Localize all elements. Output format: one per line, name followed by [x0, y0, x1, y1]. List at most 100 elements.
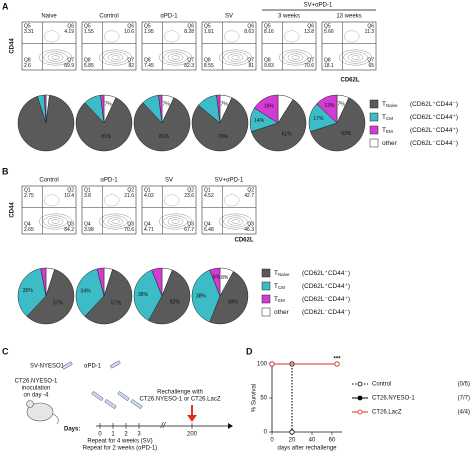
- pie-label: 34%: [81, 289, 92, 295]
- legend-subscript: Naive: [386, 103, 398, 108]
- quadrant-name: Q3: [67, 221, 74, 227]
- x-tick-label: 60: [329, 438, 336, 444]
- pie-label: 17%: [313, 116, 324, 122]
- legend-label: CT26.NYESO-1: [372, 396, 415, 402]
- y-tick-label: 0: [264, 430, 268, 436]
- pie-slice: [100, 94, 105, 124]
- contour: [103, 215, 128, 228]
- pie-label: 14%: [254, 118, 265, 124]
- plot-frame: [21, 21, 77, 71]
- legend-swatch: [369, 125, 379, 135]
- quadrant-value: 23.6: [184, 193, 194, 199]
- legend-symbol: T: [382, 114, 386, 121]
- quadrant-name: Q4: [144, 221, 151, 227]
- quadrant-name: Q8: [264, 57, 271, 63]
- quadrant-name: Q3: [127, 221, 134, 227]
- plot-frame: [321, 21, 377, 71]
- drug-label: αPD-1: [84, 364, 102, 370]
- plot-frame: [201, 21, 257, 71]
- contour: [39, 49, 72, 66]
- pie-label: 57%: [53, 300, 64, 306]
- legend-swatch: [369, 112, 379, 122]
- pie-label: 7%: [338, 102, 346, 108]
- pie-label: 7%: [163, 102, 171, 108]
- rechallenge-text: CT26.NYESO-1 or CT26.LacZ: [139, 397, 220, 403]
- pie-label: 48%: [228, 299, 239, 305]
- quadrant-value: 2.65: [24, 227, 34, 233]
- contour: [347, 53, 364, 62]
- legend-phenotype: (CD62L⁻CD44⁻): [302, 309, 350, 316]
- flow-plot: [81, 185, 137, 235]
- quadrant-value: 3.31: [24, 29, 34, 35]
- quadrant-value: 10.4: [64, 193, 74, 199]
- legend-marker: [357, 395, 363, 401]
- pie-slice: [96, 267, 105, 297]
- legend-symbol: T: [274, 270, 278, 277]
- quadrant-name: Q5: [264, 23, 271, 29]
- quadrant-value: 8.28: [184, 29, 194, 35]
- x-tick-label: 40: [309, 438, 316, 444]
- pie-slice: [17, 94, 75, 152]
- quadrant-value: 3.8: [84, 193, 91, 199]
- legend-symbol: T: [382, 127, 386, 134]
- y-axis-label: % Survival: [252, 384, 258, 412]
- quadrant-value: 1.95: [144, 29, 154, 35]
- flow-plot: [141, 185, 197, 235]
- pie-slice: [191, 97, 249, 152]
- quadrant-value: 65: [368, 63, 374, 69]
- quadrant-name: Q3: [247, 221, 254, 227]
- contour: [43, 51, 68, 64]
- quadrant-name: Q5: [144, 23, 151, 29]
- quadrant-value: 82: [128, 63, 134, 69]
- survival-point: [269, 361, 275, 367]
- legend-symbol: T: [274, 283, 278, 290]
- legend-symbol: other: [382, 140, 398, 147]
- legend-swatch: [369, 138, 379, 148]
- days-label: Days:: [64, 427, 80, 433]
- survival-line: [272, 363, 293, 432]
- mouse-tail: [52, 413, 59, 425]
- quadrant-name: Q2: [67, 187, 74, 193]
- quadrant-value: 5.85: [84, 63, 94, 69]
- flow-plot: [81, 21, 137, 71]
- legend-subscript: CM: [278, 285, 285, 290]
- contour: [231, 55, 240, 60]
- contour: [227, 53, 244, 62]
- contour: [51, 219, 60, 224]
- pie-label: 52%: [170, 299, 181, 305]
- pie-label: 13%: [324, 103, 335, 109]
- panel-label: D: [246, 346, 253, 356]
- contour: [47, 217, 64, 226]
- quadrant-name: Q8: [144, 57, 151, 63]
- plot-title: 13 weeks: [336, 14, 361, 20]
- quadrant-name: Q6: [127, 23, 134, 29]
- legend-phenotype: (CD62L⁺CD44⁻): [410, 101, 458, 108]
- quadrant-value: 8.63: [244, 29, 254, 35]
- pie-label: 81%: [101, 134, 112, 140]
- contour: [163, 30, 180, 43]
- quadrant-value: 1.55: [84, 29, 94, 35]
- quadrant-value: 13.8: [304, 29, 314, 35]
- quadrant-name: Q7: [127, 57, 134, 63]
- drug-label: SV-NYESO1: [30, 364, 65, 370]
- legend-count: (4/4): [458, 410, 470, 416]
- pie-slice: [148, 269, 191, 325]
- plot-frame: [261, 21, 317, 71]
- contour: [107, 53, 124, 62]
- quadrant-name: Q2: [187, 187, 194, 193]
- day-label: 3: [137, 432, 141, 438]
- contour: [159, 49, 192, 66]
- contour: [103, 194, 120, 207]
- quadrant-value: 67.7: [184, 227, 194, 233]
- pie-slice: [40, 267, 47, 297]
- legend-entry: TEM (CD62L⁻CD44⁺): [274, 296, 350, 303]
- repeat-text: Repeat for 2 weeks (αPD-1): [83, 446, 158, 452]
- legend-subscript: EM: [386, 129, 393, 134]
- quadrant-value: 70.6: [124, 227, 134, 233]
- pie-slice: [151, 267, 163, 297]
- pie-label: 8%: [221, 275, 229, 281]
- quadrant-name: Q1: [204, 187, 211, 193]
- contour: [111, 219, 120, 224]
- quadrant-value: 21.6: [124, 193, 134, 199]
